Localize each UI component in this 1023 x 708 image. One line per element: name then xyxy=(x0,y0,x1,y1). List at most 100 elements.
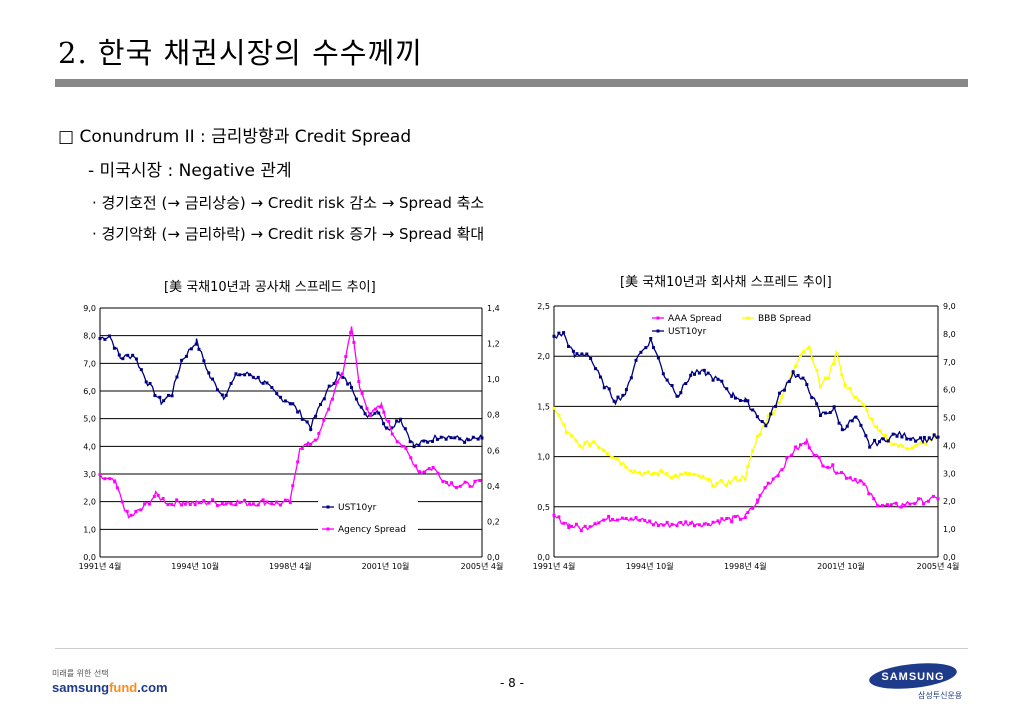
series-point xyxy=(248,373,252,377)
series-point xyxy=(143,502,147,506)
series-point xyxy=(103,477,107,481)
series-point xyxy=(651,523,655,527)
series-point xyxy=(670,522,674,526)
series-point xyxy=(687,472,691,476)
series-point xyxy=(589,357,593,361)
series-point xyxy=(751,449,755,453)
series-point xyxy=(610,517,614,521)
series-point xyxy=(184,354,188,358)
series-point xyxy=(215,388,219,392)
series-point xyxy=(733,396,737,400)
y-right-tick-label: 4,0 xyxy=(943,441,956,450)
series-point xyxy=(202,499,206,503)
y-left-tick-label: 7,0 xyxy=(83,359,96,368)
series-point xyxy=(919,441,923,445)
x-tick-label: 1994년 10월 xyxy=(171,561,219,571)
series-point xyxy=(180,503,184,507)
series-point xyxy=(134,510,138,514)
series-point xyxy=(369,413,373,417)
series-point xyxy=(835,352,839,356)
series-point xyxy=(794,364,798,368)
series-point xyxy=(743,477,747,481)
series-line-agency-spread xyxy=(99,326,483,519)
series-point xyxy=(651,346,655,350)
series-point xyxy=(780,395,784,399)
series-point xyxy=(439,435,443,439)
series-point xyxy=(441,479,445,483)
y-left-tick-label: 6,0 xyxy=(83,387,96,396)
series-point xyxy=(279,395,283,399)
series-point xyxy=(552,406,556,410)
series-point xyxy=(607,514,611,518)
y-right-tick-label: 0,4 xyxy=(487,482,500,491)
series-point xyxy=(120,500,124,504)
series-point xyxy=(881,437,885,441)
series-point xyxy=(251,375,255,379)
series-point xyxy=(318,403,322,407)
series-point xyxy=(638,471,642,475)
series-point xyxy=(357,380,361,384)
series-point xyxy=(234,372,238,376)
series-point xyxy=(821,464,825,468)
series-point xyxy=(322,397,326,401)
series-point xyxy=(567,525,571,529)
series-point xyxy=(585,352,589,356)
y-left-tick-label: 0,0 xyxy=(537,553,550,562)
series-point xyxy=(426,440,430,444)
series-point xyxy=(327,384,331,388)
series-point xyxy=(463,480,467,484)
chart1-legend-box xyxy=(318,498,418,538)
series-point xyxy=(385,426,389,430)
series-point xyxy=(382,422,386,426)
series-point xyxy=(746,399,750,403)
y-left-tick-label: 2,0 xyxy=(83,498,96,507)
series-point xyxy=(886,439,890,443)
series-point xyxy=(755,415,759,419)
series-point xyxy=(771,477,775,481)
series-point xyxy=(769,412,773,416)
series-point xyxy=(746,464,750,468)
series-point xyxy=(445,481,449,485)
series-point xyxy=(387,419,391,423)
series-point xyxy=(175,498,179,502)
series-point xyxy=(610,455,614,459)
legend-marker xyxy=(656,316,660,320)
series-point xyxy=(170,502,174,506)
series-point xyxy=(296,460,300,464)
series-point xyxy=(832,405,836,409)
series-point xyxy=(679,520,683,524)
series-point xyxy=(900,444,904,448)
bullet-conundrum: □ Conundrum II : 금리방향과 Credit Spread xyxy=(58,127,412,147)
footer-url[interactable]: samsungfund.com xyxy=(52,680,168,695)
series-point xyxy=(702,522,706,526)
series-point xyxy=(332,382,336,386)
series-point xyxy=(317,431,321,435)
series-point xyxy=(733,515,737,519)
series-point xyxy=(449,436,453,440)
series-point xyxy=(638,518,642,522)
series-point xyxy=(832,362,836,366)
series-point xyxy=(642,471,646,475)
series-point xyxy=(827,377,831,381)
series-point xyxy=(215,503,219,507)
series-point xyxy=(279,503,283,507)
series-point xyxy=(706,478,710,482)
series-point xyxy=(738,398,742,402)
series-point xyxy=(711,484,715,488)
series-point xyxy=(840,428,844,432)
series-point xyxy=(346,382,350,386)
series-point xyxy=(478,478,482,482)
series-point xyxy=(861,403,865,407)
series-point xyxy=(121,357,125,361)
series-point xyxy=(683,471,687,475)
series-point xyxy=(790,372,794,376)
series-point xyxy=(404,446,408,450)
series-point xyxy=(578,444,582,448)
series-point xyxy=(270,386,274,390)
series-point xyxy=(313,438,317,442)
series-point xyxy=(126,353,130,357)
series-point xyxy=(417,470,421,474)
series-point xyxy=(862,482,866,486)
series-point xyxy=(651,472,655,476)
y-right-tick-label: 8,0 xyxy=(943,330,956,339)
